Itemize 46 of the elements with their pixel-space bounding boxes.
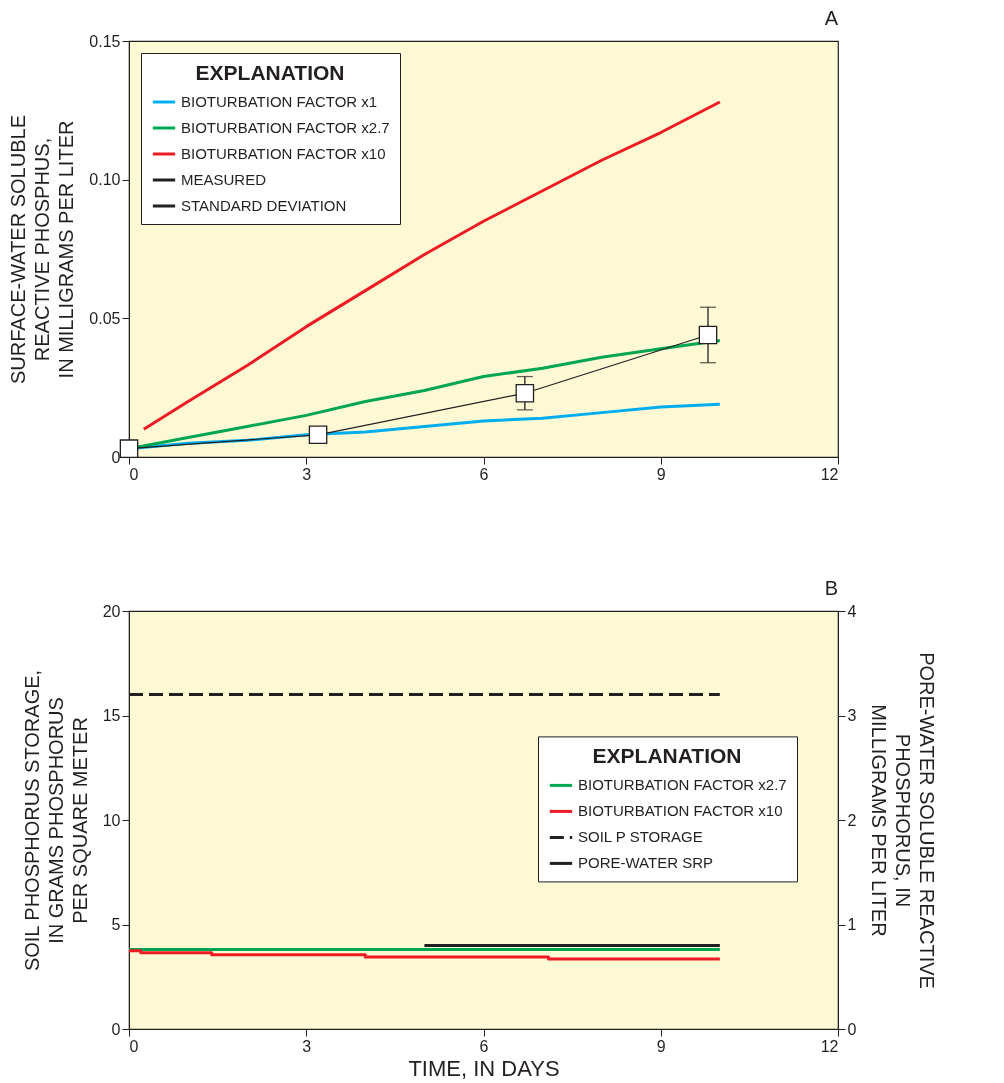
x-tick-label: 6 xyxy=(479,1037,489,1055)
x-tick-label: 3 xyxy=(302,465,312,483)
y2-tick-label: 2 xyxy=(847,811,857,829)
annotation: STANDARD DEVIATION xyxy=(181,197,347,214)
x-axis-title: TIME, IN DAYS xyxy=(408,1055,560,1081)
legend-label: PORE-WATER SRP xyxy=(578,854,714,872)
y-tick-label: 0 xyxy=(111,1020,121,1038)
y-tick-label: 0.05 xyxy=(89,309,121,327)
y2-tick-label: 4 xyxy=(847,602,857,620)
legend-label: BIOTURBATION FACTOR x2.7 xyxy=(578,776,787,794)
y-tick-label: 15 xyxy=(102,707,121,724)
x-tick-label: 3 xyxy=(302,1037,312,1055)
x-tick-label: 0 xyxy=(129,1037,139,1055)
legend-label: SOIL P STORAGE xyxy=(578,828,703,846)
legend-title: EXPLANATION xyxy=(195,61,345,84)
y-axis-title: SOIL PHOSPHORUS STORAGE, IN GRAMS PHOSPHORUS PER SQUARE METER xyxy=(20,669,91,972)
y-tick-label: 0 xyxy=(111,448,121,466)
legend-label: MEASURED xyxy=(181,171,267,188)
y-axis-title: SURFACE-WATER SOLUBLE REACTIVE PHOSPHUS, IN MILLIGRAMS PER LITER xyxy=(7,115,78,384)
legend-title: EXPLANATION xyxy=(592,744,742,768)
x-tick-label: 0 xyxy=(129,465,139,483)
y2-axis-title: PORE-WATER SOLUBLE REACTIVE PHOSPHORUS, IN MILLIGRAMS PER LITER xyxy=(868,652,939,989)
legend-label: BIOTURBATION FACTOR x1 xyxy=(181,93,378,110)
y2-tick-label: 1 xyxy=(847,916,857,933)
x-tick-label: 12 xyxy=(820,1037,839,1055)
line-series xyxy=(127,949,722,961)
chart-title: A xyxy=(824,7,839,29)
point xyxy=(698,325,718,345)
y2-tick-label: 0 xyxy=(847,1020,857,1038)
x-tick-label: 12 xyxy=(820,465,839,483)
legend-label: BIOTURBATION FACTOR x10 xyxy=(578,802,783,820)
x-tick-label: 9 xyxy=(656,465,666,483)
legend-label: BIOTURBATION FACTOR x10 xyxy=(181,145,386,162)
y-tick-label: 0.15 xyxy=(89,32,121,50)
y-tick-label: 0.10 xyxy=(89,171,121,189)
y2-tick-label: 3 xyxy=(847,707,857,724)
point xyxy=(119,439,139,458)
y-tick-label: 20 xyxy=(102,602,121,620)
chart-title: B xyxy=(824,577,838,599)
x-tick-label: 6 xyxy=(479,465,489,483)
y-tick-label: 10 xyxy=(102,811,121,829)
y-tick-label: 5 xyxy=(111,916,121,933)
point xyxy=(515,383,535,403)
legend-label: BIOTURBATION FACTOR x2.7 xyxy=(181,119,390,136)
point xyxy=(308,425,328,445)
x-tick-label: 9 xyxy=(656,1037,666,1055)
